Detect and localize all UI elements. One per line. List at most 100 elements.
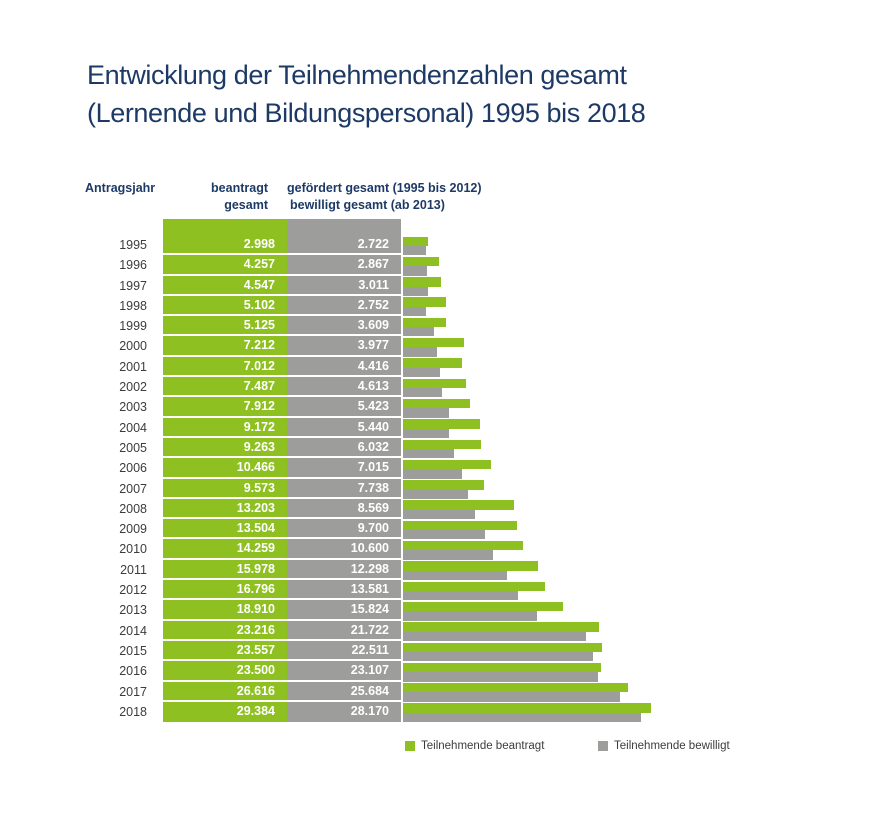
bewilligt-cell: 3.011 xyxy=(287,275,401,296)
beantragt-bar xyxy=(403,642,602,652)
bar-group xyxy=(403,296,447,317)
bar-group xyxy=(403,580,545,601)
bar-group xyxy=(403,560,538,581)
chart-legend: Teilnehmende beantragt Teilnehmende bewi… xyxy=(0,740,891,754)
year-label: 2010 xyxy=(119,542,147,557)
header-strip-gray xyxy=(287,219,401,235)
beantragt-bar xyxy=(403,459,492,470)
beantragt-cell: 7.912 xyxy=(163,397,287,418)
table-row: 2004 9.172 5.440 xyxy=(85,417,651,438)
beantragt-bar xyxy=(403,703,651,713)
table-header: Antragsjahr beantragt gesamt gefördert g… xyxy=(85,180,482,213)
bar-group xyxy=(403,519,517,540)
title-line-1: Entwicklung der Teilnehmendenzahlen gesa… xyxy=(87,60,627,90)
table-row: 2012 16.796 13.581 xyxy=(85,580,651,601)
year-label: 2011 xyxy=(120,562,147,577)
beantragt-cell: 7.487 xyxy=(163,377,287,398)
beantragt-bar xyxy=(403,297,447,307)
beantragt-cell: 5.125 xyxy=(163,316,287,337)
legend-swatch-gray xyxy=(598,741,608,751)
title-line-2: (Lernende und Bildungspersonal) 1995 bis… xyxy=(87,98,646,128)
beantragt-bar xyxy=(403,541,524,551)
beantragt-cell: 26.616 xyxy=(163,681,287,702)
table-row: 2002 7.487 4.613 xyxy=(85,377,651,398)
bewilligt-bar xyxy=(403,509,476,520)
legend-label-beantragt: Teilnehmende beantragt xyxy=(421,740,545,752)
beantragt-cell: 7.212 xyxy=(163,336,287,357)
bewilligt-bar xyxy=(403,428,449,438)
table-row: 2017 26.616 25.684 xyxy=(85,681,651,702)
beantragt-cell: 13.504 xyxy=(163,519,287,540)
year-label: 1999 xyxy=(119,319,147,334)
legend-swatch-green xyxy=(405,741,415,751)
year-label: 2018 xyxy=(119,704,147,719)
bar-group xyxy=(403,438,482,459)
year-label: 2006 xyxy=(119,461,147,476)
bewilligt-bar xyxy=(403,590,518,601)
bar-group xyxy=(403,621,599,641)
bewilligt-cell: 2.722 xyxy=(287,235,401,256)
year-label: 2016 xyxy=(119,664,147,679)
bewilligt-cell: 22.511 xyxy=(287,640,401,662)
year-label: 2005 xyxy=(119,440,147,455)
bewilligt-cell: 2.752 xyxy=(287,295,401,317)
beantragt-cell: 14.259 xyxy=(163,539,287,560)
year-label: 2001 xyxy=(119,359,147,374)
bewilligt-bar xyxy=(403,266,428,276)
bewilligt-bar xyxy=(403,388,442,398)
beantragt-cell: 23.557 xyxy=(163,640,287,662)
bewilligt-bar xyxy=(403,367,441,378)
bewilligt-cell: 2.867 xyxy=(287,255,401,276)
bar-group xyxy=(403,336,464,357)
beantragt-cell: 10.466 xyxy=(163,458,287,479)
bewilligt-cell: 10.600 xyxy=(287,539,401,560)
beantragt-cell: 9.263 xyxy=(163,437,287,459)
bar-group xyxy=(403,397,470,418)
table-row: 1997 4.547 3.011 xyxy=(85,275,651,296)
bewilligt-cell: 4.613 xyxy=(287,377,401,398)
column-header-gefoerdert-line1: gefördert gesamt (1995 bis 2012) xyxy=(287,181,482,195)
year-label: 1995 xyxy=(119,238,147,252)
column-header-beantragt-line2: gesamt xyxy=(224,197,268,212)
bewilligt-bar xyxy=(403,489,469,499)
year-label: 2017 xyxy=(119,684,147,699)
year-label: 2013 xyxy=(119,603,147,618)
bewilligt-cell: 28.170 xyxy=(287,701,401,723)
bewilligt-cell: 6.032 xyxy=(287,437,401,459)
beantragt-bar xyxy=(403,338,464,348)
table-row: 1995 2.998 2.722 xyxy=(85,235,651,256)
bewilligt-cell: 15.824 xyxy=(287,600,401,621)
table-row: 2001 7.012 4.416 xyxy=(85,356,651,378)
beantragt-cell: 23.500 xyxy=(163,661,287,682)
table-header-strip xyxy=(85,219,651,235)
year-label: 2012 xyxy=(119,583,147,598)
bar-group xyxy=(403,682,628,702)
table-row: 2000 7.212 3.977 xyxy=(85,336,651,357)
bewilligt-bar xyxy=(403,327,434,337)
bewilligt-bar xyxy=(403,631,587,641)
bewilligt-cell: 5.423 xyxy=(287,397,401,418)
beantragt-bar xyxy=(403,480,484,490)
table-row: 2016 23.500 23.107 xyxy=(85,661,651,682)
beantragt-bar xyxy=(403,419,481,429)
year-label: 2007 xyxy=(119,481,147,496)
bewilligt-cell: 21.722 xyxy=(287,620,401,641)
table-row: 2007 9.573 7.738 xyxy=(85,478,651,499)
beantragt-bar xyxy=(403,520,517,531)
table-row: 2005 9.263 6.032 xyxy=(85,437,651,459)
column-header-antragsjahr: Antragsjahr xyxy=(85,181,156,195)
beantragt-bar xyxy=(403,683,628,693)
header-strip-spacer xyxy=(85,219,155,235)
bewilligt-cell: 8.569 xyxy=(287,498,401,520)
bar-group xyxy=(403,479,484,499)
bewilligt-cell: 7.738 xyxy=(287,478,401,499)
beantragt-cell: 13.203 xyxy=(163,498,287,520)
year-label: 1996 xyxy=(119,258,147,273)
bewilligt-bar xyxy=(403,306,427,317)
bar-group xyxy=(403,357,463,378)
column-header-gefoerdert-line2: bewilligt gesamt (ab 2013) xyxy=(290,197,445,212)
bewilligt-bar xyxy=(403,469,463,479)
table-row: 2006 10.466 7.015 xyxy=(85,458,651,479)
participants-table: 1995 2.998 2.722 1996 4.257 2.867 1997 4.547 3.0… xyxy=(85,219,651,723)
